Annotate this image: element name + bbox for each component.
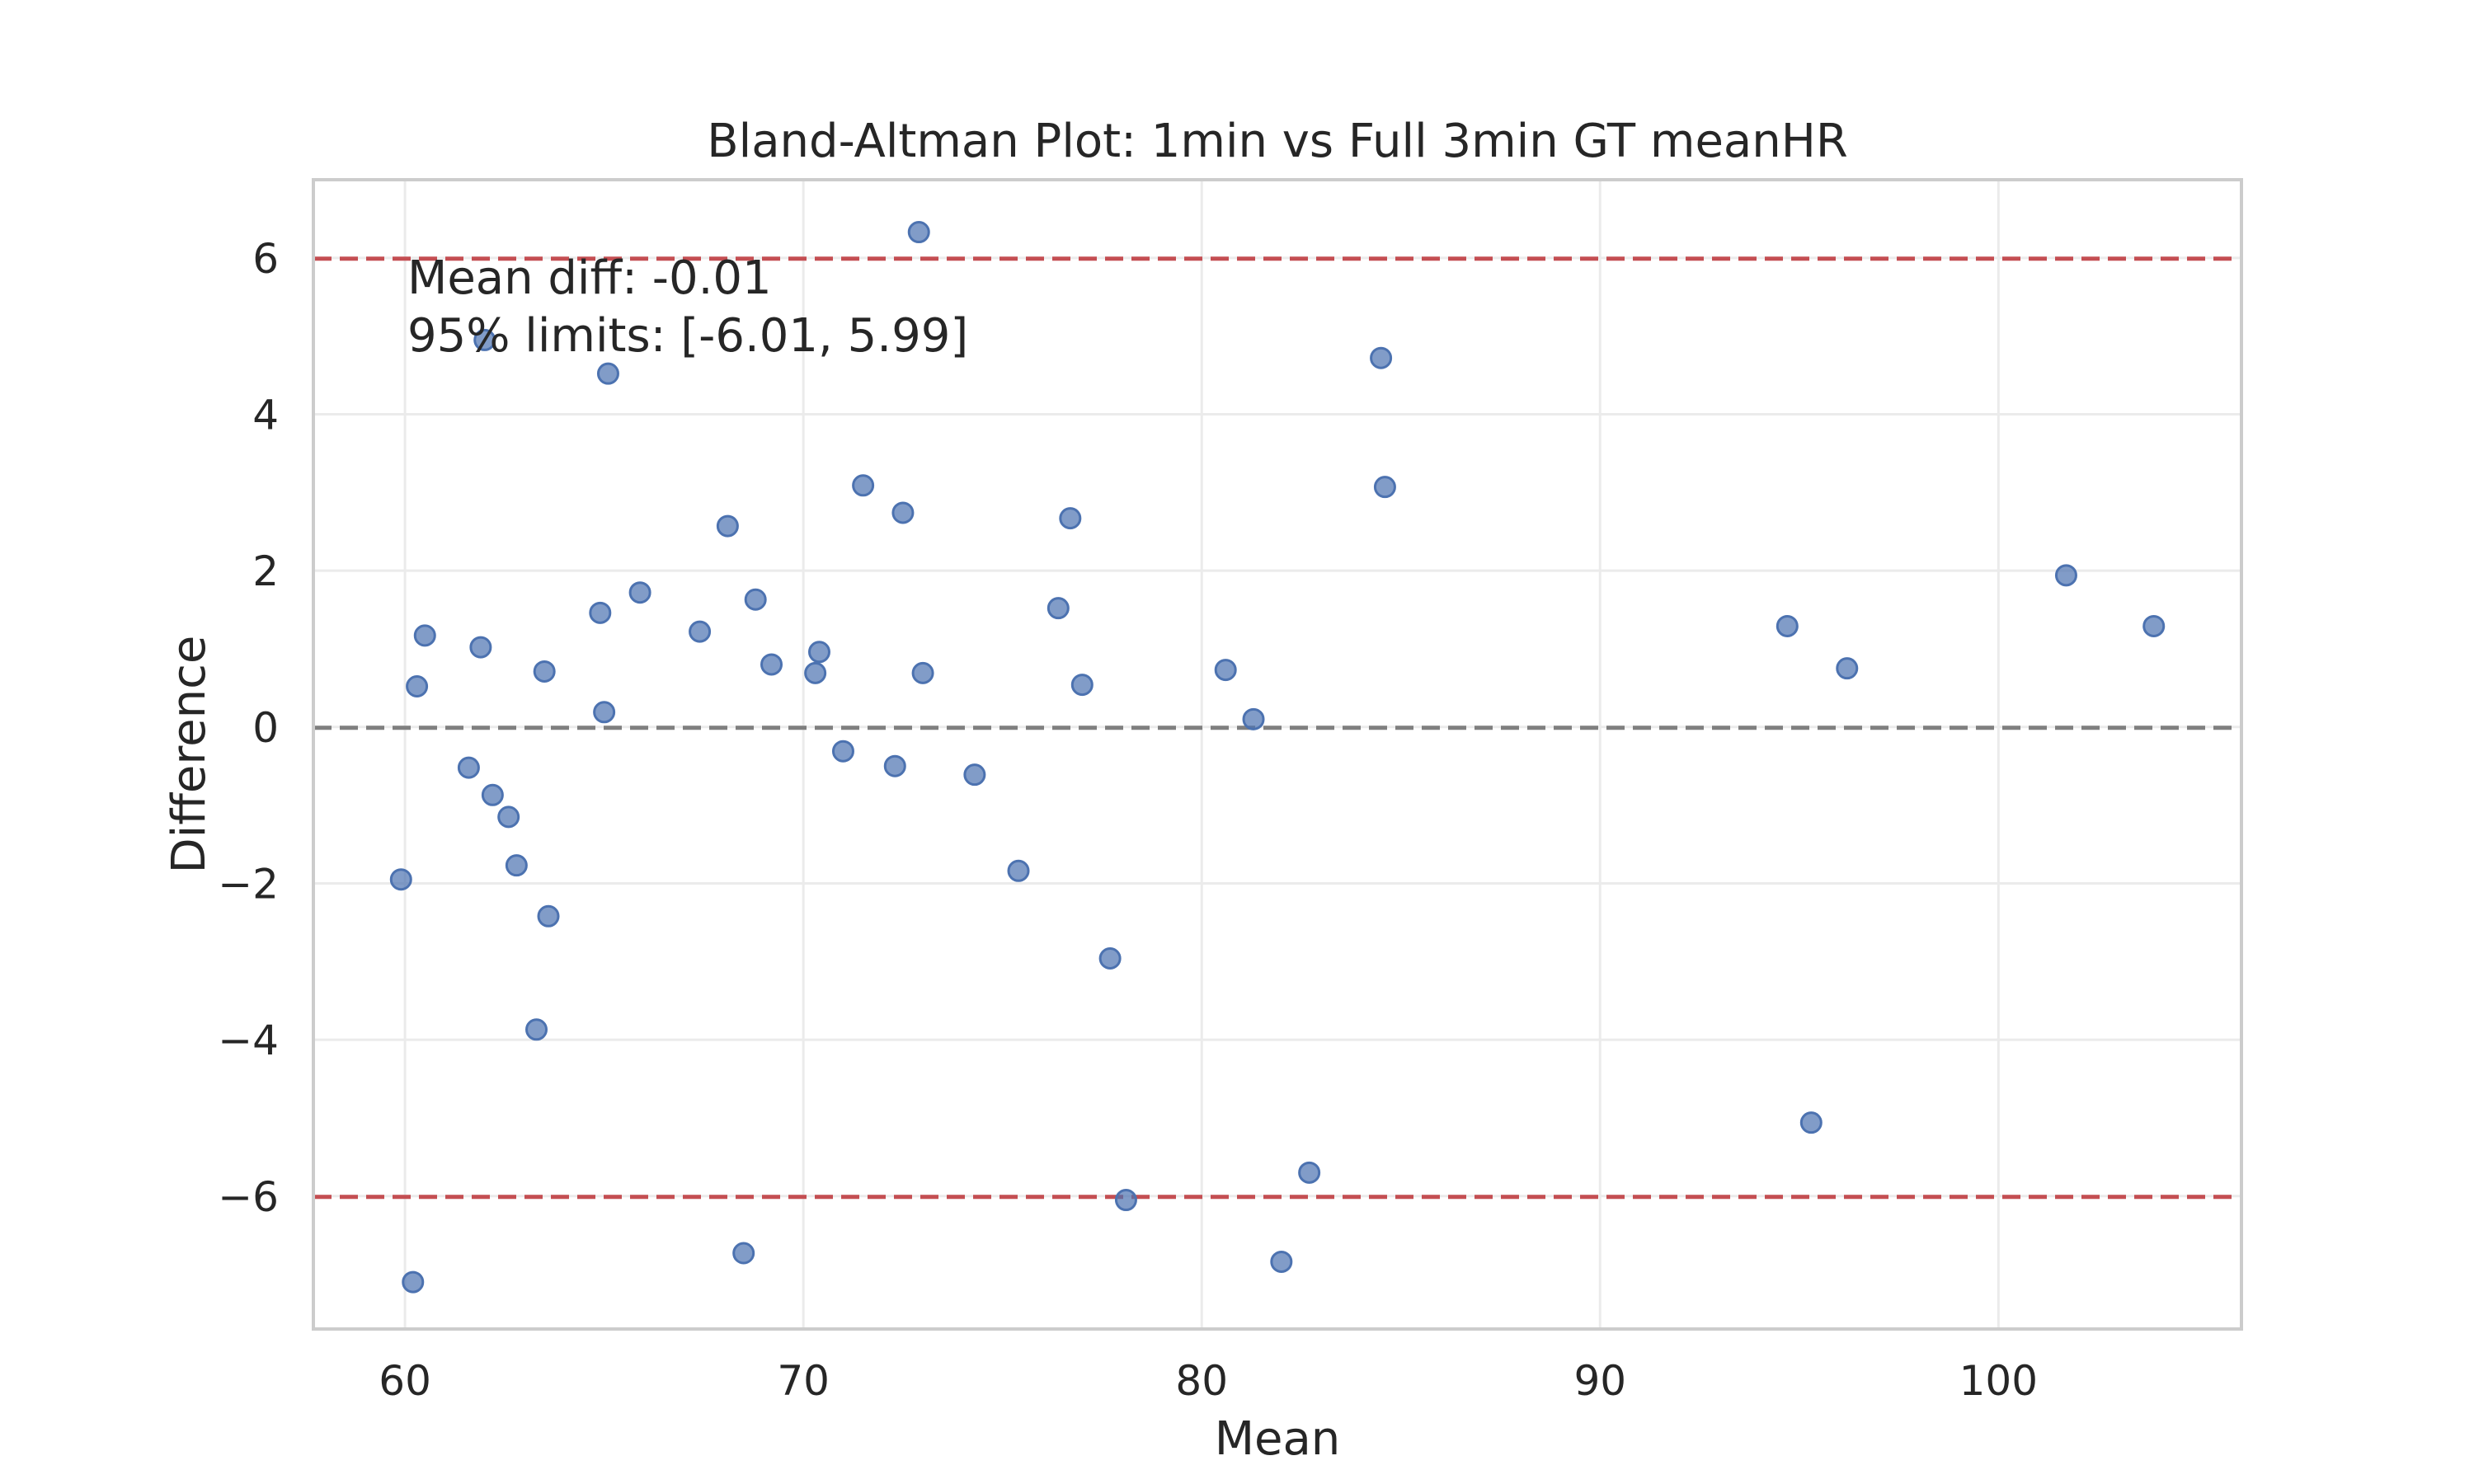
data-point (1214, 659, 1237, 682)
y-tick-label: −4 (218, 1017, 279, 1064)
plot-frame (312, 178, 2243, 1331)
data-point (1298, 1161, 1321, 1184)
y-tick-label: −2 (218, 860, 279, 908)
data-point (804, 661, 827, 684)
data-point (2142, 614, 2166, 637)
data-point (852, 474, 875, 497)
data-point (589, 601, 612, 624)
tick-labels: 60 70 80 90 100 −6 −4 −2 0 2 4 6 (218, 235, 2038, 1405)
data-points (389, 221, 2166, 1294)
data-point (1059, 507, 1082, 530)
data-point (628, 581, 651, 604)
data-point (596, 362, 619, 385)
x-axis-label: Mean (1215, 1412, 1341, 1466)
reference-lines (313, 256, 2241, 1200)
data-point (473, 328, 496, 351)
data-point (911, 661, 934, 684)
x-tick-label: 90 (1573, 1357, 1626, 1405)
data-point (907, 221, 930, 244)
data-point (1098, 947, 1122, 970)
data-point (2054, 564, 2077, 587)
y-tick-label: 0 (252, 704, 279, 752)
data-point (807, 641, 830, 664)
chart-title: Bland-Altman Plot: 1min vs Full 3min GT … (707, 115, 1847, 168)
y-axis-label: Difference (162, 636, 216, 874)
data-point (497, 805, 520, 829)
data-point (457, 756, 480, 779)
data-point (525, 1018, 548, 1041)
data-point (1070, 674, 1094, 697)
data-point (1242, 707, 1265, 730)
data-point (689, 620, 712, 643)
data-point (481, 783, 504, 806)
data-point (831, 740, 854, 763)
data-point (469, 636, 492, 659)
data-point (1007, 859, 1030, 882)
data-point (1370, 346, 1393, 369)
x-tick-label: 60 (379, 1357, 431, 1405)
data-point (537, 904, 560, 928)
y-tick-label: 2 (252, 547, 279, 595)
data-point (389, 868, 412, 891)
data-point (1047, 597, 1070, 620)
data-point (1114, 1189, 1137, 1212)
x-tick-label: 70 (777, 1357, 830, 1405)
data-point (1799, 1111, 1823, 1134)
data-point (402, 1270, 425, 1294)
data-point (505, 854, 528, 877)
data-point (406, 674, 429, 697)
data-point (1776, 614, 1799, 637)
data-point (963, 763, 986, 787)
x-tick-label: 80 (1175, 1357, 1228, 1405)
data-point (716, 514, 739, 538)
data-point (533, 660, 556, 683)
data-point (1373, 476, 1396, 499)
data-point (883, 754, 906, 777)
y-tick-label: 4 (252, 391, 279, 439)
y-tick-label: 6 (252, 235, 279, 283)
limits-annotation: 95% limits: [-6.01, 5.99] (407, 309, 968, 363)
data-point (891, 501, 915, 524)
x-tick-label: 100 (1959, 1357, 2038, 1405)
data-point (1270, 1250, 1293, 1273)
data-point (732, 1242, 755, 1265)
data-point (413, 624, 436, 647)
data-point (760, 653, 783, 676)
y-tick-label: −6 (218, 1173, 279, 1221)
data-point (744, 588, 767, 611)
data-point (1836, 657, 1859, 680)
mean-diff-annotation: Mean diff: -0.01 (407, 251, 772, 305)
data-point (593, 701, 616, 724)
